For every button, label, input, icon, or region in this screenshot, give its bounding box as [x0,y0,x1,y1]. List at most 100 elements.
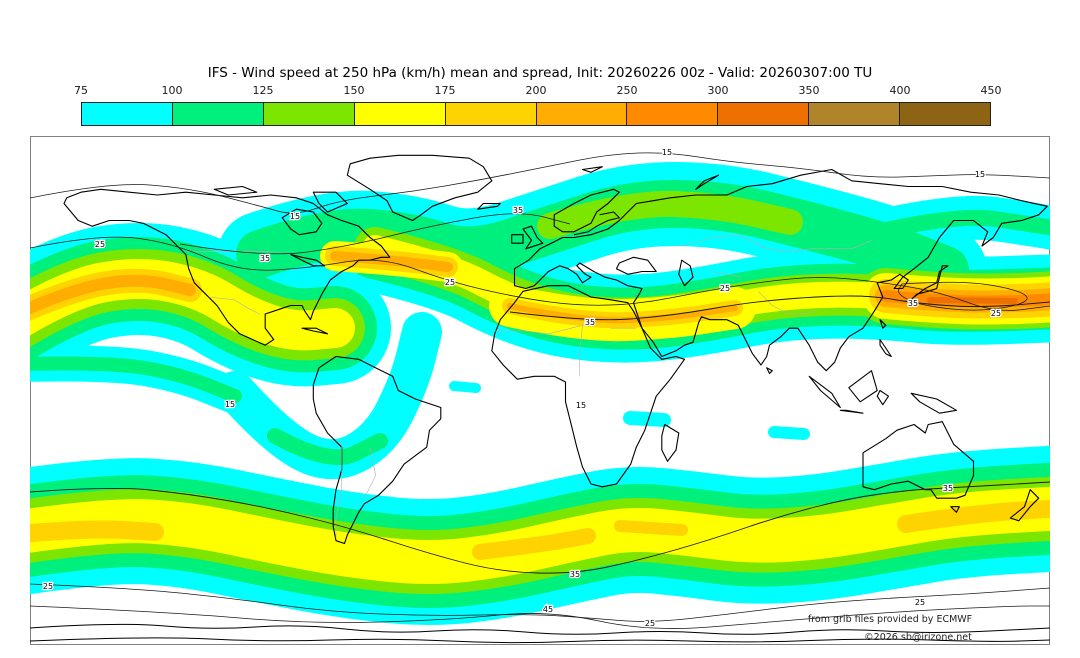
colorbar-segment-8 [809,103,901,125]
coastline-path [511,234,524,244]
world-map-svg: 15 15 15 15 15 25 25 25 25 25 25 25 35 35 35 35 35 35 45 fr… [30,136,1050,645]
contour-label: 15 [975,170,985,179]
colorbar-tick-label: 175 [434,84,456,97]
coastline-path [312,191,348,213]
colorbar-ticks: 75 100 125 150 175 200 250 300 350 400 450 [0,84,1080,98]
jet-band [330,251,453,272]
colorbar-tick-label: 300 [707,84,729,97]
colorbar-segment-3 [354,103,446,125]
jet-band [507,303,738,324]
jet-band [537,190,803,239]
contour-label: 25 [43,582,53,591]
colorbar-tick-label: 400 [889,84,911,97]
colorbar-segment-4 [445,103,537,125]
coastline-path [491,285,686,488]
colorbar-tick-label: 350 [798,84,820,97]
coastline-path [522,225,544,250]
coastline-path [839,409,864,414]
contour-label: 35 [585,318,595,327]
coastline-path [661,423,680,462]
coastline-path [63,188,391,346]
jet-band [267,428,388,466]
contour-label: 35 [513,206,523,215]
contour-label: 25 [720,284,730,293]
colorbar-tick-label: 250 [616,84,638,97]
contour-label: 35 [943,484,953,493]
world-map: 15 15 15 15 15 25 25 25 25 25 25 25 35 35 35 35 35 35 45 fr… [30,136,1050,645]
jet-band [30,356,242,403]
coastline-path [879,319,887,329]
contour-label: 15 [290,212,300,221]
spread-contour [30,236,1050,311]
coastline-path [808,375,841,409]
coastline-path [907,265,949,304]
colorbar-tick-label: 450 [980,84,1002,97]
jet-band [927,297,1018,304]
contour-label: 25 [645,619,655,628]
colorbar-tick-label: 125 [252,84,274,97]
spread-contour [30,637,1050,644]
jet-band [472,528,596,560]
coastline-path [281,208,323,236]
spread-contours [30,152,1050,644]
spread-contour [30,623,1050,635]
coastline-path [290,253,326,267]
border-path [335,441,342,538]
colorbar-tick-label: 150 [343,84,365,97]
border-path [709,271,742,278]
data-source-note: from grib files provided by ECMWF [808,614,972,625]
coastline-path [678,259,694,287]
spread-contour [30,481,1050,574]
contour-label: 15 [576,401,586,410]
coastline-path [615,256,657,275]
coastline-path [346,154,493,222]
contour-label: 35 [260,254,270,263]
coastline-path [695,174,720,190]
jet-band [30,520,164,543]
jet-band [30,274,196,315]
contour-label: 25 [915,598,925,607]
coastline-path [876,389,890,406]
contour-labels: 15 15 15 15 15 25 25 25 25 25 25 25 35 35 35 35 35 35 45 [42,147,1003,629]
colorbar-segment-2 [263,103,355,125]
coastline-path [213,185,258,196]
contour-label: 25 [991,309,1001,318]
contour-label: 35 [570,570,580,579]
colorbar-tick-label: 200 [525,84,547,97]
contour-label: 15 [225,400,235,409]
contour-label: 15 [662,148,672,157]
coastline-path [553,188,620,233]
border-path [681,234,872,253]
coastline-path [848,370,878,403]
colorbar-tick-label: 100 [161,84,183,97]
spread-contour [30,605,1050,629]
contour-label: 25 [445,278,455,287]
coastline-path [513,168,1048,372]
coastline-path [301,327,329,335]
border-path [364,447,377,499]
coastline-path [879,338,892,358]
colorbar-tick-label: 75 [74,84,88,97]
chart-title: IFS - Wind speed at 250 hPa (km/h) mean … [207,65,873,81]
spread-contour [30,583,1050,622]
spread-contour [898,281,1028,311]
border-path [491,325,583,335]
coastline-path [862,421,975,499]
border-path [208,296,260,315]
jet-band [614,520,688,536]
jet-band [768,426,810,440]
colorbar-segment-0 [82,103,173,125]
coastline-path [950,506,960,513]
colorbar-segment-1 [172,103,264,125]
jet-band [623,411,671,427]
coastline-path [910,392,958,414]
spread-contour [30,152,1050,214]
contour-label: 25 [95,240,105,249]
coastline-path [573,211,621,236]
coastline-path [766,367,773,375]
colorbar-segment-7 [718,103,810,125]
border-path [579,325,583,377]
coastline-path [477,202,501,210]
coastline-path [1009,489,1040,522]
contour-label: 45 [543,605,553,614]
